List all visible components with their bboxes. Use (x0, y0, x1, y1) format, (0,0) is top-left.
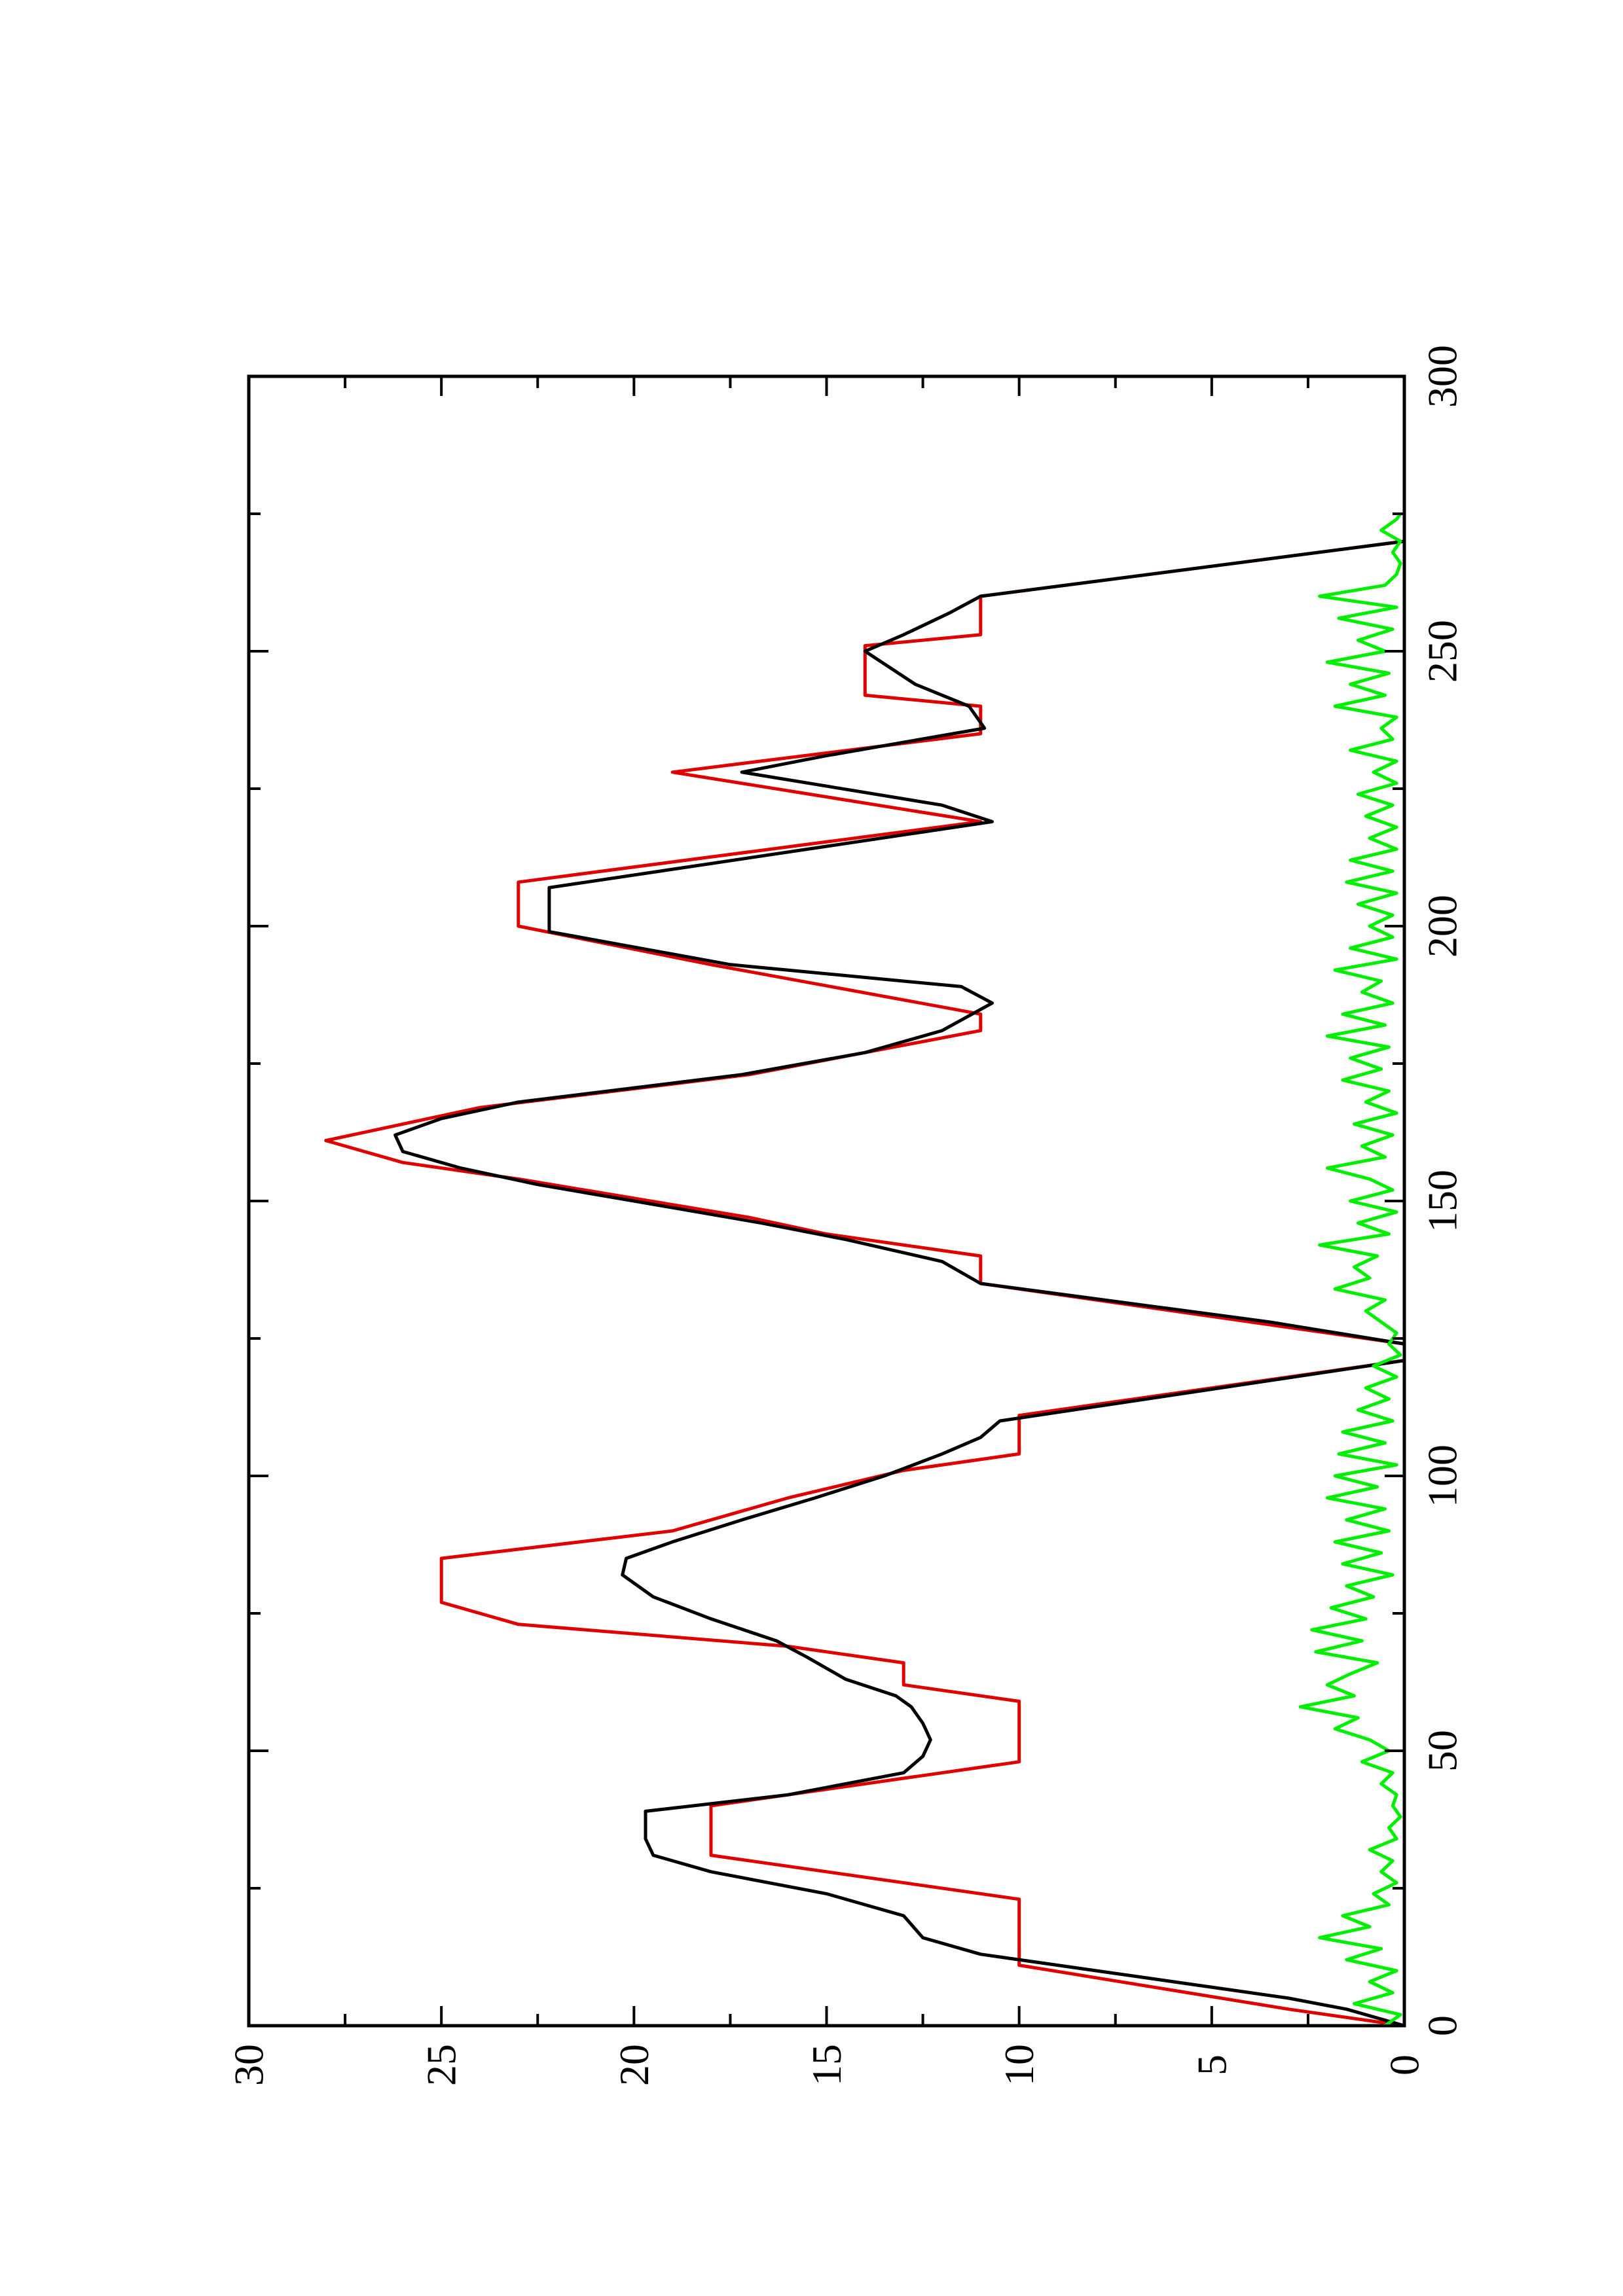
x-tick-label: 250 (1419, 620, 1466, 683)
y-tick-label: 30 (226, 2044, 272, 2086)
series-line-0 (324, 514, 1406, 2028)
x-tick-label: 300 (1419, 345, 1466, 408)
tick-label-layer: 0 50 100 150 200 250 300 0 5 10 15 20 25 30 (226, 345, 1466, 2086)
x-tick-label: 50 (1419, 1730, 1466, 1772)
y-tick-label: 5 (1188, 2054, 1235, 2075)
tick-layer (247, 375, 1406, 2027)
y-tick-label: 15 (803, 2044, 850, 2086)
x-tick-label: 150 (1419, 1170, 1466, 1232)
x-tick-label: 100 (1419, 1444, 1466, 1507)
series-line-1 (393, 514, 1406, 2028)
x-tick-label: 0 (1419, 2015, 1466, 2036)
series-layer (324, 512, 1406, 2028)
series-line-2 (1298, 512, 1402, 2028)
y-tick-label: 10 (996, 2044, 1042, 2086)
y-tick-label: 0 (1381, 2054, 1428, 2075)
y-tick-label: 25 (418, 2044, 465, 2086)
plot-frame (247, 374, 1406, 2028)
x-tick-label: 200 (1419, 895, 1466, 958)
y-tick-label: 20 (611, 2044, 657, 2086)
